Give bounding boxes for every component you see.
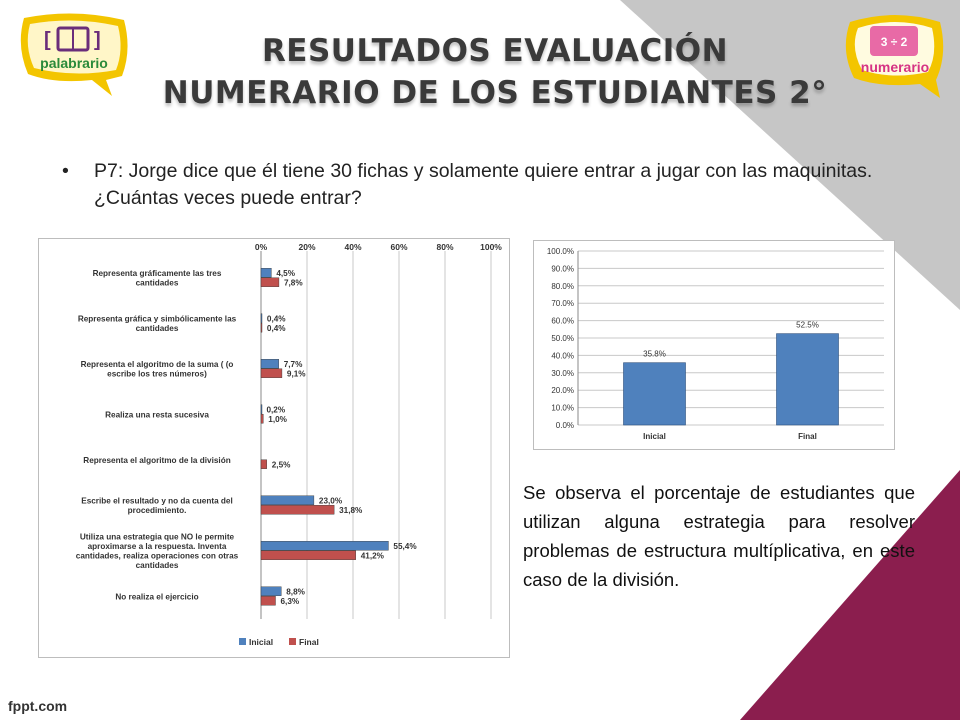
y-tick-label: 30.0%	[551, 369, 574, 378]
category-label: Utiliza una estrategia que NO le permite…	[76, 533, 239, 571]
palabrario-logo-text: palabrario	[40, 55, 108, 71]
question-bullet: • P7: Jorge dice que él tiene 30 fichas …	[62, 158, 882, 212]
bar-final	[260, 459, 267, 469]
x-tick-label: 0%	[255, 242, 268, 252]
data-label: 8,8%	[286, 588, 305, 597]
x-tick-label: 40%	[344, 242, 361, 252]
palabrario-logo: [ ] palabrario	[20, 13, 128, 97]
y-tick-label: 70.0%	[551, 299, 574, 308]
footer-text: fppt.com	[8, 698, 68, 714]
description-text: Se observa el porcentaje de estudiantes …	[523, 482, 915, 590]
y-tick-label: 0.0%	[556, 421, 574, 430]
y-tick-label: 60.0%	[551, 317, 574, 326]
data-label: 0,4%	[267, 324, 286, 333]
legend-label: Inicial	[249, 637, 273, 647]
data-label: 41,2%	[361, 552, 385, 561]
data-label: 31,8%	[339, 506, 363, 515]
summary-bar	[623, 362, 686, 426]
category-label: Representa el algoritmo de la división	[83, 456, 230, 465]
summary-data-label: 35.8%	[643, 350, 666, 359]
y-tick-label: 50.0%	[551, 334, 574, 343]
x-tick-label: 100%	[480, 242, 502, 252]
strategy-chart-frame: 0% 20% 40% 60% 80% 100% Representa gráficament…	[38, 238, 510, 658]
y-tick-label: 20.0%	[551, 386, 574, 395]
bar-final	[260, 414, 264, 424]
data-label: 55,4%	[393, 542, 417, 551]
y-tick-label: 40.0%	[551, 351, 574, 360]
data-label: 23,0%	[319, 497, 343, 506]
bar-final	[260, 277, 280, 287]
svg-text:[: [	[44, 29, 51, 51]
bar-final	[260, 505, 335, 515]
x-tick-label: 60%	[390, 242, 407, 252]
data-label: 4,5%	[276, 269, 295, 278]
strategy-bar-chart: 0% 20% 40% 60% 80% 100% Representa gráficament…	[76, 242, 503, 647]
bar-final	[260, 368, 283, 378]
data-label: 1,0%	[268, 415, 287, 424]
summary-chart-frame: 0.0% 10.0% 20.0% 30.0% 40.0% 50.0% 60.0% 70.0% 8…	[533, 240, 895, 450]
bar-inicial	[260, 268, 272, 278]
bar-inicial	[260, 359, 279, 369]
slide-title: RESULTADOS EVALUACIÓN NUMERARIO DE LOS E…	[162, 33, 828, 111]
category-label: Representa el algoritmo de la suma ( (o e…	[81, 360, 234, 379]
y-tick-label: 80.0%	[551, 282, 574, 291]
svg-text:3 ÷ 2: 3 ÷ 2	[881, 35, 908, 49]
category-label: No realiza el ejercicio	[115, 592, 198, 601]
summary-bar	[776, 333, 839, 426]
legend-swatch	[289, 638, 296, 645]
data-label: 0,2%	[266, 406, 285, 415]
category-label: Realiza una resta sucesiva	[105, 410, 209, 419]
data-label: 7,7%	[284, 360, 303, 369]
numerario-logo: 3 ÷ 2 numerario	[845, 15, 944, 98]
bar-final	[260, 550, 356, 560]
summary-data-label: 52.5%	[796, 321, 819, 330]
bullet-marker: •	[62, 160, 69, 182]
bar-inicial	[260, 495, 315, 505]
legend-swatch	[239, 638, 246, 645]
maroon-corner-shape	[740, 470, 960, 720]
category-label: Escribe el resultado y no da cuenta del p…	[81, 497, 233, 516]
bar-final	[260, 596, 276, 606]
bar-inicial	[260, 586, 282, 596]
data-label: 9,1%	[287, 370, 306, 379]
category-label: Representa gráficamente las tres cantidad…	[93, 269, 222, 288]
svg-text:]: ]	[94, 29, 101, 51]
bar-inicial	[260, 541, 389, 551]
question-text: P7: Jorge dice que él tiene 30 fichas y …	[94, 160, 873, 209]
bar-inicial	[260, 404, 263, 414]
category-label: Representa gráfica y simbólicamente las c…	[78, 315, 237, 334]
y-tick-label: 90.0%	[551, 264, 574, 273]
y-tick-label: 100.0%	[547, 247, 574, 256]
y-tick-label: 10.0%	[551, 404, 574, 413]
data-label: 6,3%	[280, 597, 299, 606]
legend-label: Final	[299, 637, 319, 647]
summary-bar-chart: 0.0% 10.0% 20.0% 30.0% 40.0% 50.0% 60.0% 70.0% 8…	[547, 247, 884, 441]
x-tick-label: 20%	[298, 242, 315, 252]
data-label: 2,5%	[272, 461, 291, 470]
summary-category-label: Final	[798, 432, 817, 441]
summary-category-label: Inicial	[643, 432, 666, 441]
numerario-logo-text: numerario	[861, 59, 929, 75]
bar-inicial	[260, 313, 263, 323]
x-tick-label: 80%	[436, 242, 453, 252]
data-label: 7,8%	[284, 279, 303, 288]
bar-final	[260, 323, 263, 333]
data-label: 0,4%	[267, 315, 286, 324]
